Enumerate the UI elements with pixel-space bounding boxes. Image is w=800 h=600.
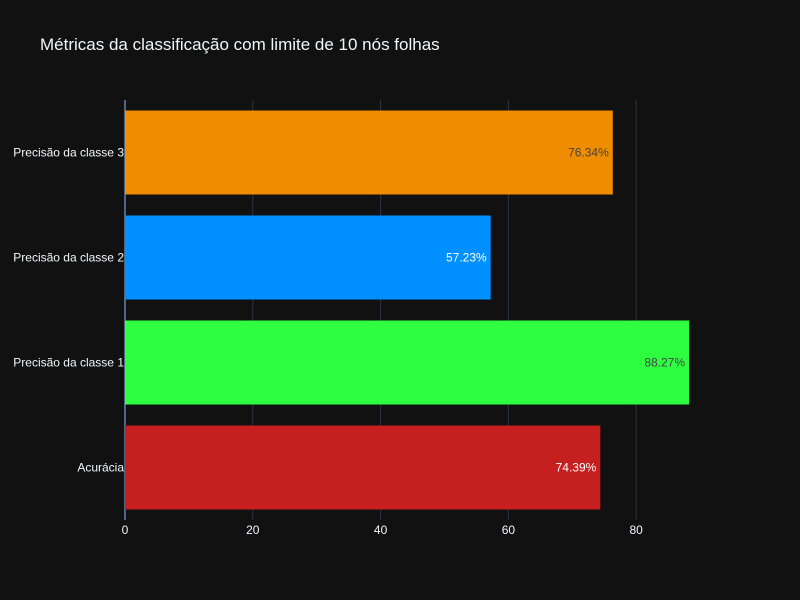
bar-value-label: 57.23% <box>446 251 487 265</box>
bar <box>125 425 601 510</box>
y-tick-label: Precisão da classe 2 <box>13 251 124 265</box>
bar-value-label: 88.27% <box>644 356 685 370</box>
bar <box>125 320 690 405</box>
x-tick-label: 20 <box>246 523 260 537</box>
axis-layer: 0 20 40 60 80 Acurácia Precisão da classe 1 Pre… <box>13 146 643 538</box>
x-tick-label: 0 <box>122 523 129 537</box>
label-layer: 74.39% 88.27% 57.23% 76.34% <box>446 146 685 475</box>
bar-value-label: 74.39% <box>556 461 597 475</box>
bar-layer <box>125 110 690 510</box>
bar <box>125 215 491 300</box>
x-tick-label: 40 <box>374 523 388 537</box>
y-tick-label: Precisão da classe 3 <box>13 146 124 160</box>
y-tick-label: Acurácia <box>77 461 124 475</box>
y-tick-label: Precisão da classe 1 <box>13 356 124 370</box>
chart-title: Métricas da classificação com limite de … <box>40 35 440 54</box>
bar <box>125 110 613 195</box>
x-tick-label: 60 <box>502 523 516 537</box>
x-tick-label: 80 <box>630 523 644 537</box>
bar-value-label: 76.34% <box>568 146 609 160</box>
